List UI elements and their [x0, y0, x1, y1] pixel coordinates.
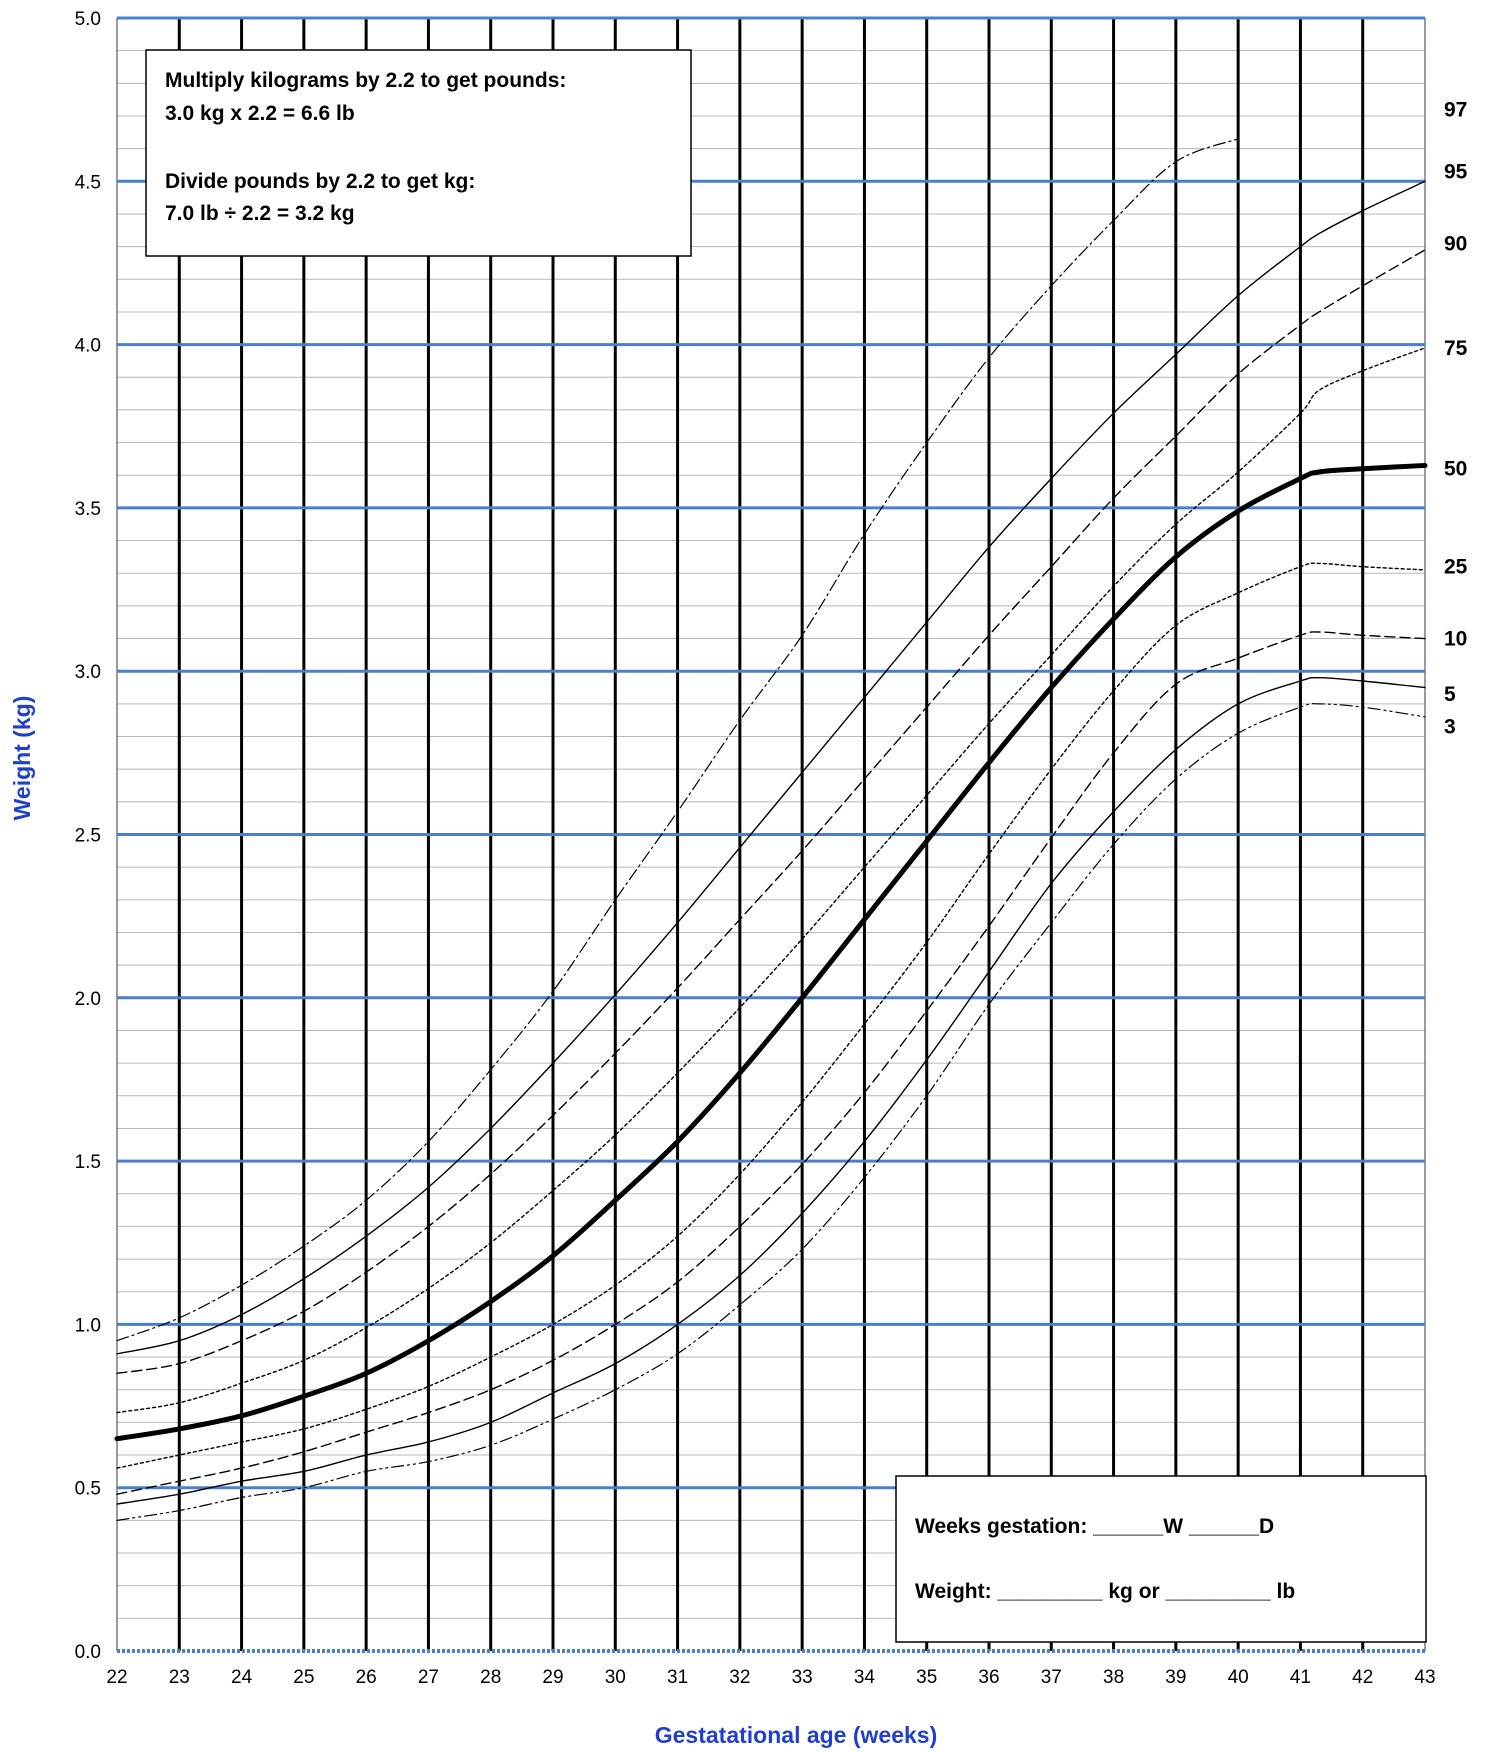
percentile-75-line: [116, 347, 1426, 1414]
x-tick-label: 41: [1290, 1667, 1311, 1688]
x-tick-label: 26: [356, 1667, 377, 1688]
percentile-label-90: 90: [1444, 232, 1467, 255]
conversion-line-1: Multiply kilograms by 2.2 to get pounds:: [165, 69, 566, 92]
x-tick-labels: 22 23 24 25 26 27 28 29 30 31 32 33 34 35 36 37 38 39 40 41…: [106, 1667, 1435, 1688]
percentile-label-95: 95: [1444, 161, 1468, 184]
percentile-label-50: 50: [1444, 458, 1467, 481]
x-tick-label: 25: [293, 1667, 314, 1688]
x-tick-label: 32: [729, 1667, 750, 1688]
y-tick-label: 2.5: [75, 826, 101, 847]
x-tick-label: 43: [1414, 1667, 1435, 1688]
percentile-3-line: [116, 703, 1426, 1521]
major-gridlines: [117, 16, 1425, 1653]
y-tick-label: 3.5: [75, 499, 101, 520]
percentile-curves: [114, 138, 1428, 1521]
x-tick-label: 31: [667, 1667, 688, 1688]
x-axis-title: Gestatational age (weeks): [655, 1722, 938, 1748]
percentile-label-97: 97: [1444, 98, 1467, 121]
y-tick-labels: 0.0 0.5 1.0 1.5 2.0 2.5 3.0 3.5 4.0 4.5 5.0: [75, 9, 101, 1663]
x-tick-label: 39: [1165, 1667, 1186, 1688]
percentile-label-5: 5: [1444, 683, 1456, 706]
y-tick-label: 4.5: [75, 172, 101, 193]
x-tick-label: 37: [1041, 1667, 1062, 1688]
weight-field[interactable]: Weight: _________ kg or _________ lb: [915, 1580, 1295, 1603]
x-tick-label: 29: [542, 1667, 563, 1688]
conversion-box: Multiply kilograms by 2.2 to get pounds:…: [145, 49, 692, 257]
x-tick-label: 40: [1228, 1667, 1249, 1688]
percentile-label-3: 3: [1444, 716, 1456, 739]
percentile-10-line: [116, 631, 1426, 1495]
y-tick-label: 0.0: [75, 1642, 101, 1663]
percentile-90-line: [116, 249, 1426, 1375]
percentile-97-line: [116, 138, 1239, 1342]
conversion-line-4: 7.0 lb ÷ 2.2 = 3.2 kg: [165, 202, 355, 225]
y-tick-label: 3.0: [75, 662, 101, 683]
percentile-95-line: [116, 180, 1426, 1355]
x-tick-label: 35: [916, 1667, 937, 1688]
x-tick-label: 28: [480, 1667, 501, 1688]
minor-gridlines: [117, 50, 1425, 1619]
weeks-gestation-field[interactable]: Weeks gestation: ______W ______D: [915, 1515, 1274, 1538]
x-tick-label: 22: [106, 1667, 127, 1688]
entry-box: Weeks gestation: ______W ______D Weight:…: [895, 1475, 1427, 1643]
y-tick-label: 4.0: [75, 336, 101, 357]
x-tick-label: 24: [231, 1667, 253, 1688]
y-tick-label: 0.5: [75, 1479, 101, 1500]
x-tick-label: 33: [792, 1667, 813, 1688]
x-tick-label: 42: [1352, 1667, 1373, 1688]
percentile-labels: 97 95 90 75 50 25 10 5 3: [1444, 98, 1468, 738]
x-tick-label: 27: [418, 1667, 439, 1688]
conversion-line-2: 3.0 kg x 2.2 = 6.6 lb: [165, 102, 355, 125]
x-tick-label: 36: [978, 1667, 999, 1688]
conversion-line-3: Divide pounds by 2.2 to get kg:: [165, 170, 475, 193]
percentile-label-10: 10: [1444, 628, 1467, 651]
y-axis-title: Weight (kg): [9, 696, 35, 821]
percentile-5-line: [116, 676, 1426, 1505]
y-tick-label: 5.0: [75, 9, 101, 30]
y-tick-label: 1.5: [75, 1152, 101, 1173]
percentile-50-line: [114, 462, 1428, 1442]
x-tick-label: 23: [169, 1667, 190, 1688]
x-tick-label: 38: [1103, 1667, 1124, 1688]
percentile-label-75: 75: [1444, 337, 1468, 360]
percentile-label-25: 25: [1444, 556, 1468, 579]
x-tick-label: 34: [854, 1667, 876, 1688]
y-tick-label: 1.0: [75, 1315, 101, 1336]
percentile-25-line: [116, 562, 1426, 1469]
y-tick-label: 2.0: [75, 989, 101, 1010]
x-tick-label: 30: [605, 1667, 626, 1688]
